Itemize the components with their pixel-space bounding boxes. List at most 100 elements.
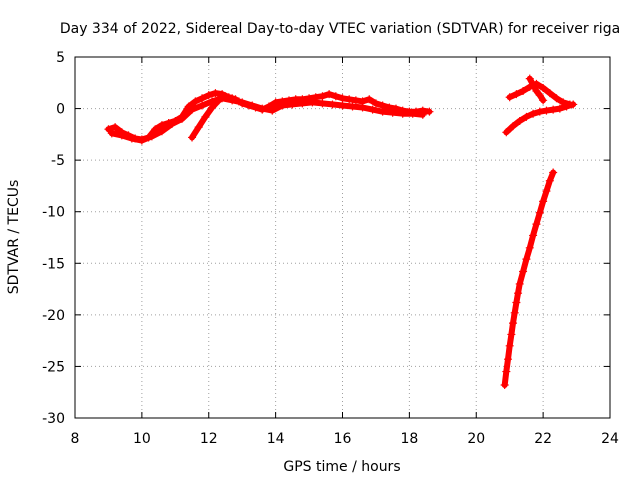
data-point-marker: [514, 289, 523, 298]
data-series: [500, 168, 558, 389]
data-point-marker: [515, 116, 524, 125]
data-point-marker: [191, 97, 200, 106]
data-point-marker: [522, 255, 531, 264]
marks-layer: [104, 74, 578, 389]
data-point-marker: [188, 133, 197, 142]
y-tick-label: -5: [51, 153, 65, 169]
data-point-marker: [569, 100, 578, 109]
data-point-marker: [425, 107, 434, 116]
data-point-marker: [248, 101, 257, 110]
data-point-marker: [529, 109, 538, 118]
x-tick-label: 12: [200, 431, 218, 447]
data-point-marker: [562, 102, 571, 111]
data-point-marker: [507, 330, 516, 339]
data-point-marker: [522, 112, 531, 121]
x-tick-label: 18: [400, 431, 418, 447]
data-point-marker: [167, 120, 176, 129]
data-point-marker: [509, 319, 518, 328]
data-point-marker: [525, 74, 534, 83]
data-point-marker: [504, 355, 513, 364]
data-point-marker: [545, 176, 554, 185]
data-point-marker: [208, 103, 217, 112]
data-point-marker: [365, 95, 374, 104]
data-point-marker: [198, 101, 207, 110]
data-point-marker: [500, 380, 509, 389]
x-tick-label: 20: [467, 431, 485, 447]
data-point-marker: [351, 96, 360, 105]
y-tick-label: -20: [42, 308, 65, 324]
data-point-marker: [194, 123, 203, 132]
data-point-marker: [542, 187, 551, 196]
data-point-marker: [127, 134, 136, 143]
data-series: [502, 100, 578, 137]
data-point-marker: [539, 83, 548, 92]
data-point-marker: [298, 99, 307, 108]
data-point-marker: [348, 102, 357, 111]
data-point-marker: [529, 231, 538, 240]
data-point-marker: [318, 99, 327, 108]
data-point-marker: [510, 308, 519, 317]
data-point-marker: [549, 168, 558, 177]
data-point-marker: [505, 341, 514, 350]
x-tick-label: 14: [267, 431, 285, 447]
data-point-marker: [539, 96, 548, 105]
data-point-marker: [221, 92, 230, 101]
data-point-marker: [258, 104, 267, 113]
data-point-marker: [308, 98, 317, 107]
data-point-marker: [104, 125, 113, 134]
data-point-marker: [535, 107, 544, 116]
data-point-marker: [157, 127, 166, 136]
data-point-marker: [515, 279, 524, 288]
data-point-marker: [328, 100, 337, 109]
x-tick-label: 10: [133, 431, 151, 447]
data-point-marker: [325, 90, 334, 99]
y-tick-label: -15: [42, 256, 65, 272]
data-point-marker: [271, 98, 280, 107]
data-point-marker: [147, 132, 156, 141]
data-point-marker: [505, 93, 514, 102]
data-point-marker: [529, 80, 538, 89]
data-point-marker: [502, 367, 511, 376]
data-point-marker: [398, 109, 407, 118]
data-point-marker: [318, 92, 327, 101]
data-point-marker: [288, 100, 297, 109]
data-point-marker: [278, 101, 287, 110]
chart-title: Day 334 of 2022, Sidereal Day-to-day VTE…: [60, 21, 620, 37]
data-point-marker: [535, 91, 544, 100]
data-point-marker: [408, 109, 417, 118]
data-point-marker: [211, 89, 220, 98]
data-point-marker: [137, 136, 146, 145]
data-point-marker: [368, 105, 377, 114]
data-point-marker: [378, 107, 387, 116]
data-series: [107, 94, 427, 145]
data-point-marker: [539, 197, 548, 206]
data-point-marker: [178, 114, 186, 123]
series-trail: [506, 80, 573, 108]
y-tick-label: -10: [42, 205, 65, 221]
data-point-marker: [502, 128, 511, 137]
series-trail: [501, 169, 557, 388]
x-tick-label: 22: [534, 431, 552, 447]
data-point-marker: [204, 91, 213, 100]
data-point-marker: [555, 104, 564, 113]
data-series: [525, 74, 548, 105]
data-point-marker: [331, 92, 340, 101]
data-point-marker: [188, 105, 197, 114]
data-point-marker: [532, 220, 541, 229]
data-point-marker: [268, 106, 277, 115]
data-point-marker: [198, 94, 207, 103]
data-point-marker: [525, 243, 534, 252]
data-point-marker: [338, 94, 347, 103]
data-series: [188, 92, 243, 142]
x-tick-label: 8: [71, 431, 80, 447]
data-point-marker: [201, 112, 210, 121]
data-point-marker: [358, 103, 367, 112]
data-point-marker: [388, 108, 397, 117]
data-point-marker: [519, 87, 528, 96]
x-axis-label: GPS time / hours: [283, 459, 400, 475]
data-point-marker: [512, 298, 521, 307]
data-point-marker: [418, 110, 427, 119]
x-tick-label: 16: [334, 431, 352, 447]
data-point-marker: [549, 105, 558, 114]
data-point-marker: [228, 94, 237, 103]
